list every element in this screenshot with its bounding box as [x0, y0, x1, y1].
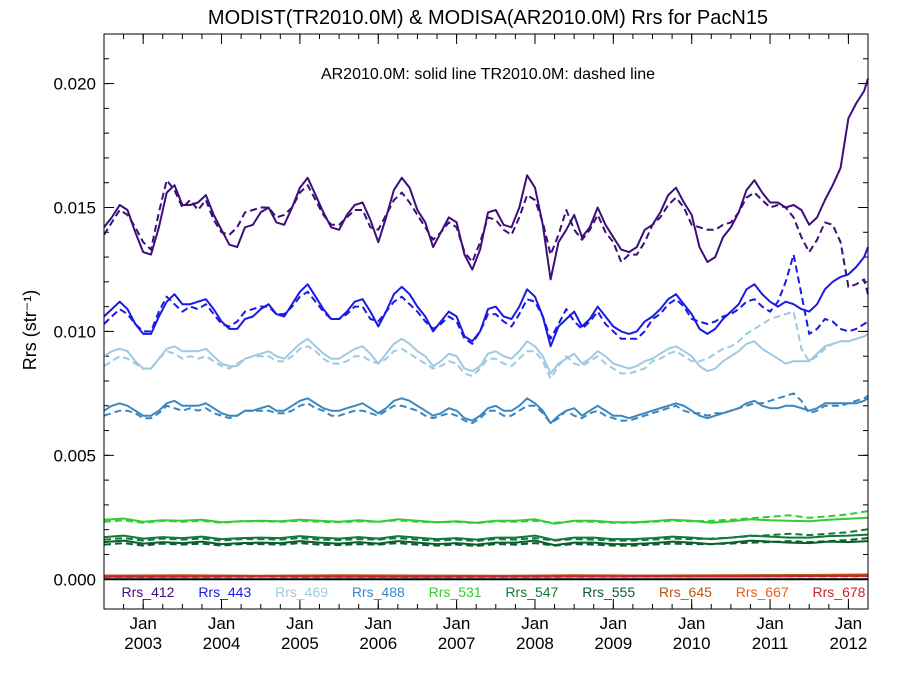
- series-line-rrs-488-dashed: [103, 392, 869, 425]
- x-tick-month-label: Jan: [208, 614, 235, 633]
- x-tick-year-label: 2004: [203, 634, 241, 653]
- x-tick-year-label: 2006: [359, 634, 397, 653]
- y-tick-label: 0.000: [53, 570, 96, 589]
- x-tick-month-label: Jan: [835, 614, 862, 633]
- x-tick-month-label: Jan: [600, 614, 627, 633]
- series-line-rrs-469-solid: [103, 333, 869, 375]
- series-line-rrs-443-dashed: [103, 253, 869, 345]
- legend-entry-rrs-488: Rrs_488: [352, 584, 405, 600]
- y-tick-label: 0.020: [53, 75, 96, 94]
- series-layer: [103, 78, 869, 578]
- legend-entry-rrs-645: Rrs_645: [659, 584, 712, 600]
- legend: Rrs_412 Rrs_443 Rrs_469 Rrs_488 Rrs_531 Rrs_5…: [122, 584, 866, 600]
- series-line-rrs-443-solid: [103, 246, 869, 348]
- legend-entry-rrs-678: Rrs_678: [813, 584, 866, 600]
- legend-entry-rrs-547: Rrs_547: [505, 584, 558, 600]
- x-tick-year-label: 2009: [594, 634, 632, 653]
- x-tick-year-label: 2008: [516, 634, 554, 653]
- x-tick-month-label: Jan: [365, 614, 392, 633]
- chart-subtitle: AR2010.0M: solid line TR2010.0M: dashed …: [321, 66, 655, 83]
- x-tick-month-label: Jan: [521, 614, 548, 633]
- chart-title: MODIST(TR2010.0M) & MODISA(AR2010.0M) Rr…: [208, 7, 768, 29]
- series-line-rrs-531-solid: [103, 516, 869, 525]
- x-tick-year-label: 2007: [438, 634, 476, 653]
- legend-entry-rrs-667: Rrs_667: [736, 584, 789, 600]
- series-line-rrs-488-solid: [103, 397, 869, 425]
- series-line-rrs-678-solid: [103, 574, 869, 578]
- legend-entry-rrs-531: Rrs_531: [429, 584, 482, 600]
- y-tick-label: 0.015: [53, 198, 96, 217]
- legend-entry-rrs-555: Rrs_555: [582, 584, 635, 600]
- legend-entry-rrs-469: Rrs_469: [275, 584, 328, 600]
- axes-layer: 0.0000.0050.0100.0150.020Jan2003Jan2004J…: [53, 33, 869, 653]
- x-tick-month-label: Jan: [129, 614, 156, 633]
- x-tick-year-label: 2005: [281, 634, 319, 653]
- x-tick-year-label: 2012: [829, 634, 867, 653]
- x-tick-month-label: Jan: [286, 614, 313, 633]
- y-tick-label: 0.005: [53, 446, 96, 465]
- series-line-rrs-412-solid: [103, 78, 869, 281]
- x-tick-year-label: 2003: [124, 634, 162, 653]
- y-axis-label: Rrs (str⁻¹): [20, 290, 40, 370]
- series-line-rrs-547-solid: [103, 533, 869, 542]
- y-tick-label: 0.010: [53, 322, 96, 341]
- legend-entry-rrs-443: Rrs_443: [198, 584, 251, 600]
- series-line-rrs-555-solid: [103, 539, 869, 547]
- x-tick-month-label: Jan: [756, 614, 783, 633]
- x-tick-month-label: Jan: [678, 614, 705, 633]
- x-tick-year-label: 2011: [752, 634, 789, 653]
- x-tick-year-label: 2010: [673, 634, 711, 653]
- series-line-rrs-412-dashed: [103, 179, 869, 295]
- x-tick-month-label: Jan: [443, 614, 470, 633]
- plot-frame: [103, 33, 869, 610]
- legend-entry-rrs-412: Rrs_412: [122, 584, 175, 600]
- series-line-rrs-555-dashed: [103, 537, 869, 547]
